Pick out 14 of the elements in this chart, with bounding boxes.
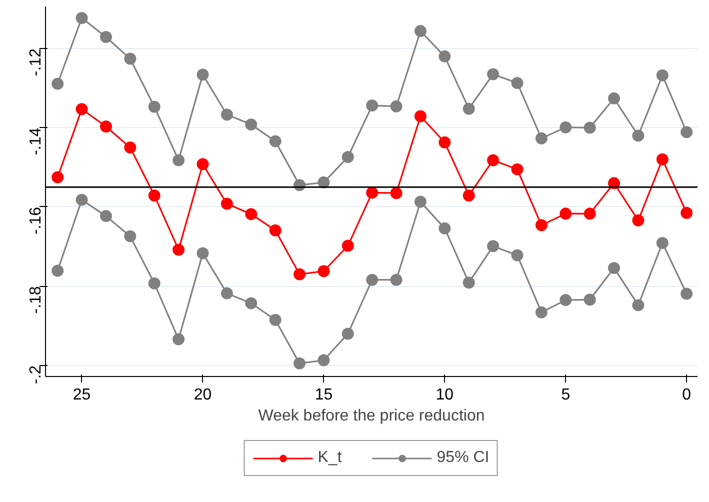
y-tick-label: -.16 [28, 206, 44, 235]
x-tick-label: 15 [314, 386, 333, 404]
x-tick-label: 10 [436, 386, 454, 404]
x-tick-label: 0 [682, 386, 692, 404]
x-tick-label: 20 [194, 386, 212, 404]
legend-label: 95% CI [436, 449, 490, 467]
x-tick-label: 25 [72, 386, 91, 404]
legend-label: K_t [318, 449, 342, 467]
y-tick-label: -.2 [28, 365, 44, 384]
x-tick-label: 5 [561, 386, 570, 404]
y-tick-label: -.18 [28, 286, 44, 314]
x-axis-title: Week before the price reduction [258, 408, 485, 424]
y-tick-label: -.12 [28, 48, 44, 76]
y-tick-label: -.14 [28, 128, 44, 156]
